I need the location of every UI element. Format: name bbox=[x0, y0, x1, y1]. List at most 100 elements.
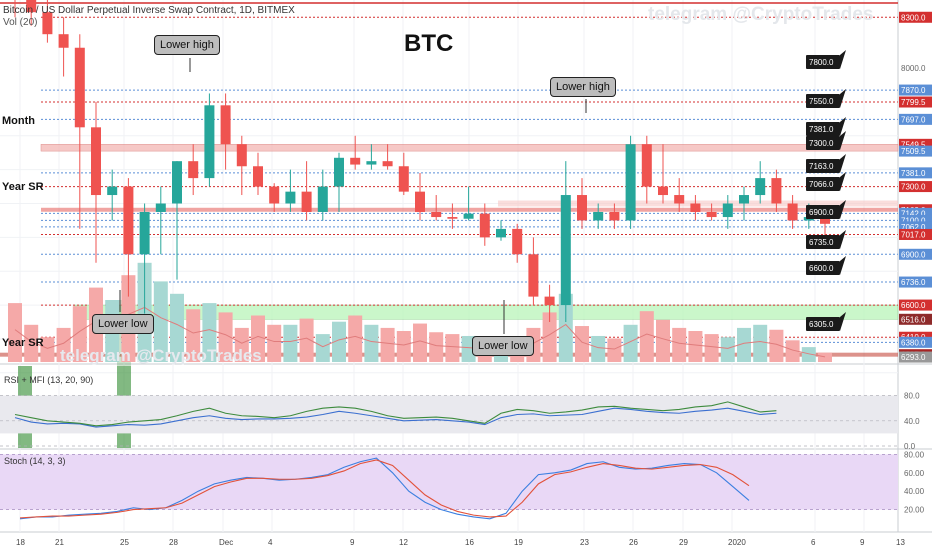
volume-bar bbox=[558, 293, 573, 362]
level-flag-tip bbox=[840, 230, 846, 249]
volume-bar bbox=[315, 334, 330, 362]
level-flag-box bbox=[806, 317, 840, 331]
callout-lower-high-1: Lower high bbox=[154, 35, 220, 55]
candle-body bbox=[771, 178, 782, 204]
price-label-text: 7300.0 bbox=[901, 183, 926, 192]
candle-body bbox=[658, 186, 668, 196]
level-flag-box bbox=[806, 159, 840, 173]
candle-body bbox=[739, 195, 749, 204]
candle-body bbox=[123, 186, 134, 255]
volume-bar bbox=[348, 315, 363, 362]
candle-body bbox=[285, 191, 296, 204]
price-label-text: 7549.5 bbox=[901, 140, 926, 149]
volume-bar bbox=[8, 303, 22, 362]
level-flag-text: 7066.0 bbox=[809, 180, 834, 189]
year-sr-label-1: Year SR bbox=[2, 181, 44, 193]
level-flag-text: 7800.0 bbox=[809, 58, 834, 67]
level-flag-box bbox=[806, 177, 840, 191]
volume-bar bbox=[753, 324, 768, 362]
candle-body bbox=[722, 203, 733, 218]
year-sr-band bbox=[41, 207, 898, 212]
volume-bar bbox=[24, 324, 39, 362]
candle-body bbox=[415, 191, 425, 212]
volume-bar bbox=[639, 311, 654, 362]
level-flag-text: 6900.0 bbox=[809, 208, 834, 217]
month-zone bbox=[40, 144, 899, 152]
price-label-box bbox=[899, 207, 932, 219]
candle-body bbox=[560, 195, 571, 306]
candle-body bbox=[107, 186, 118, 196]
price-label-box bbox=[899, 299, 932, 311]
volume-bar bbox=[170, 293, 184, 362]
stoch-tick-text: 60.00 bbox=[904, 469, 925, 478]
volume-bar bbox=[413, 323, 427, 362]
candle-body bbox=[431, 211, 442, 218]
candle-body bbox=[155, 203, 166, 212]
price-label-box bbox=[899, 276, 932, 288]
rsi-panel bbox=[0, 395, 898, 447]
price-label-box bbox=[899, 313, 932, 325]
time-axis: 18 21 25 28 Dec 4 9 12 16 19 23 26 29 2020 6 9 13 bbox=[16, 538, 905, 547]
volume-bar bbox=[380, 327, 395, 362]
price-label-text: 6900.0 bbox=[901, 250, 926, 259]
candle-body bbox=[350, 157, 361, 165]
price-label-box bbox=[899, 336, 932, 348]
price-label-text: 6516.0 bbox=[901, 315, 926, 324]
candle-body bbox=[755, 178, 766, 196]
level-flag-box bbox=[806, 261, 840, 275]
stoch-title: Stoch (14, 3, 3) bbox=[4, 456, 66, 466]
candle-body bbox=[236, 144, 247, 167]
time-tick-text: 16 bbox=[465, 538, 474, 547]
volume-bar bbox=[445, 334, 460, 362]
level-flag-box bbox=[806, 235, 840, 249]
price-label-box bbox=[899, 351, 932, 363]
volume-bar bbox=[72, 306, 87, 362]
candle-body bbox=[463, 213, 474, 219]
volume-bar bbox=[251, 315, 265, 362]
level-flag-tip bbox=[840, 154, 846, 173]
big-title: BTC bbox=[404, 30, 454, 57]
candle-body bbox=[269, 186, 280, 204]
price-label-text: 7100.0 bbox=[901, 216, 926, 225]
level-flag-text: 6305.0 bbox=[809, 320, 834, 329]
candle-body bbox=[641, 144, 652, 187]
price-label-text: 7697.0 bbox=[901, 115, 926, 124]
level-flag-box bbox=[806, 122, 840, 136]
candle-body bbox=[253, 166, 263, 187]
price-label-box bbox=[899, 214, 932, 226]
level-flag-tip bbox=[840, 172, 846, 191]
candle-body bbox=[512, 228, 523, 255]
time-tick-text: 13 bbox=[896, 538, 905, 547]
volume-bar bbox=[153, 281, 168, 362]
volume-bar bbox=[283, 324, 298, 362]
price-label-text: 6600.0 bbox=[901, 301, 926, 310]
volume-layer bbox=[8, 262, 832, 362]
price-label-text: 7381.0 bbox=[901, 169, 926, 178]
level-flag-text: 7300.0 bbox=[809, 139, 834, 148]
price-label-box bbox=[899, 145, 932, 157]
volume-bar bbox=[186, 309, 201, 362]
volume-bar bbox=[542, 312, 557, 362]
volume-bar bbox=[396, 331, 411, 362]
time-tick-text: 28 bbox=[169, 538, 178, 547]
stoch-band bbox=[0, 454, 898, 510]
volume-bar bbox=[591, 335, 606, 362]
time-tick-text: 12 bbox=[399, 538, 408, 547]
mfi-line bbox=[14, 401, 777, 427]
candle-body bbox=[787, 203, 798, 221]
price-label-box bbox=[899, 228, 932, 240]
level-flag-box bbox=[806, 94, 840, 108]
volume-bar bbox=[267, 324, 282, 362]
volume-bar bbox=[202, 303, 217, 362]
time-tick-text: 26 bbox=[629, 538, 638, 547]
candle-body bbox=[398, 166, 409, 192]
rsi-band bbox=[0, 395, 898, 434]
year-sr-label-2: Year SR bbox=[2, 337, 44, 349]
price-label-text: 7870.0 bbox=[901, 86, 926, 95]
time-tick-text: 29 bbox=[679, 538, 688, 547]
level-flag-tip bbox=[840, 89, 846, 108]
candle-body bbox=[382, 161, 393, 167]
candle-body bbox=[220, 105, 231, 145]
